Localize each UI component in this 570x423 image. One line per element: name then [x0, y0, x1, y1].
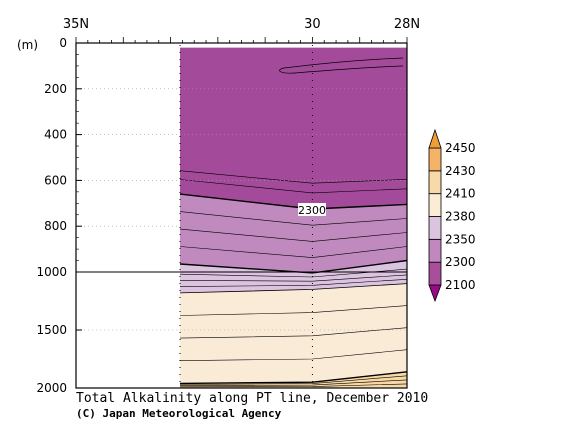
colorbar-label: 2430 — [445, 164, 476, 178]
chart-title: Total Alkalinity along PT line, December… — [76, 391, 428, 406]
y-tick-label: 1500 — [36, 323, 67, 337]
colorbar-segment — [428, 216, 442, 240]
contour-line — [180, 305, 408, 316]
y-tick-label: 600 — [44, 173, 67, 187]
colorbar-label: 2450 — [445, 141, 476, 155]
y-tick-label: 200 — [44, 82, 67, 96]
y-tick-label: 800 — [44, 219, 67, 233]
colorbar-segment — [428, 238, 442, 263]
contour-line — [180, 383, 408, 388]
y-axis: 0 200 400 600 800 1000 1500 2000 — [36, 36, 82, 395]
colorbar-segment — [428, 128, 442, 149]
colorbar-label: 2300 — [445, 255, 476, 269]
credit-text: (C) Japan Meteorological Agency — [76, 407, 282, 420]
colorbar-segment — [428, 193, 442, 217]
colorbar-segment — [428, 284, 442, 303]
colorbar-segment — [428, 170, 442, 195]
y-unit-label: (m) — [17, 38, 38, 52]
colorbar-label: 2410 — [445, 187, 476, 201]
contour-lines — [179, 57, 408, 388]
x-axis-ticks: 35N 30 28N — [63, 17, 420, 43]
x-tick-label: 28N — [394, 17, 420, 32]
x-tick-label: 35N — [63, 17, 89, 32]
contour-line — [180, 246, 408, 258]
y-tick-label: 400 — [44, 128, 67, 142]
contour-band-2380-2410 — [180, 283, 407, 384]
contour-line-major — [180, 371, 408, 385]
contour-label: 2300 — [298, 203, 326, 217]
contour-line — [179, 211, 408, 226]
contour-line-major — [180, 283, 408, 294]
contour-line — [180, 379, 408, 387]
contour-line — [180, 349, 408, 361]
y-tick-label: 0 — [59, 36, 67, 50]
contour-line — [180, 170, 408, 184]
colorbar-segment — [428, 261, 442, 286]
colorbar-label: 2100 — [445, 278, 476, 292]
contour-line — [180, 327, 408, 339]
contour-band-<2300 — [180, 47, 407, 209]
contour-line — [180, 375, 408, 385]
colorbar: 2100 2300 2350 2380 2410 2430 2450 — [428, 128, 476, 303]
contour-line — [180, 279, 408, 287]
x-tick-label: 30 — [304, 17, 321, 32]
contour-line-major — [179, 259, 408, 274]
contour-value-label: 2300 — [298, 204, 326, 217]
colorbar-segment — [428, 147, 442, 172]
y-tick-label: 2000 — [36, 381, 67, 395]
contour-bands — [180, 47, 407, 388]
y-tick-label: 1000 — [36, 265, 67, 279]
colorbar-label: 2350 — [445, 232, 476, 246]
colorbar-label: 2380 — [445, 210, 476, 224]
contour-line — [279, 57, 404, 74]
contour-line — [180, 274, 408, 282]
